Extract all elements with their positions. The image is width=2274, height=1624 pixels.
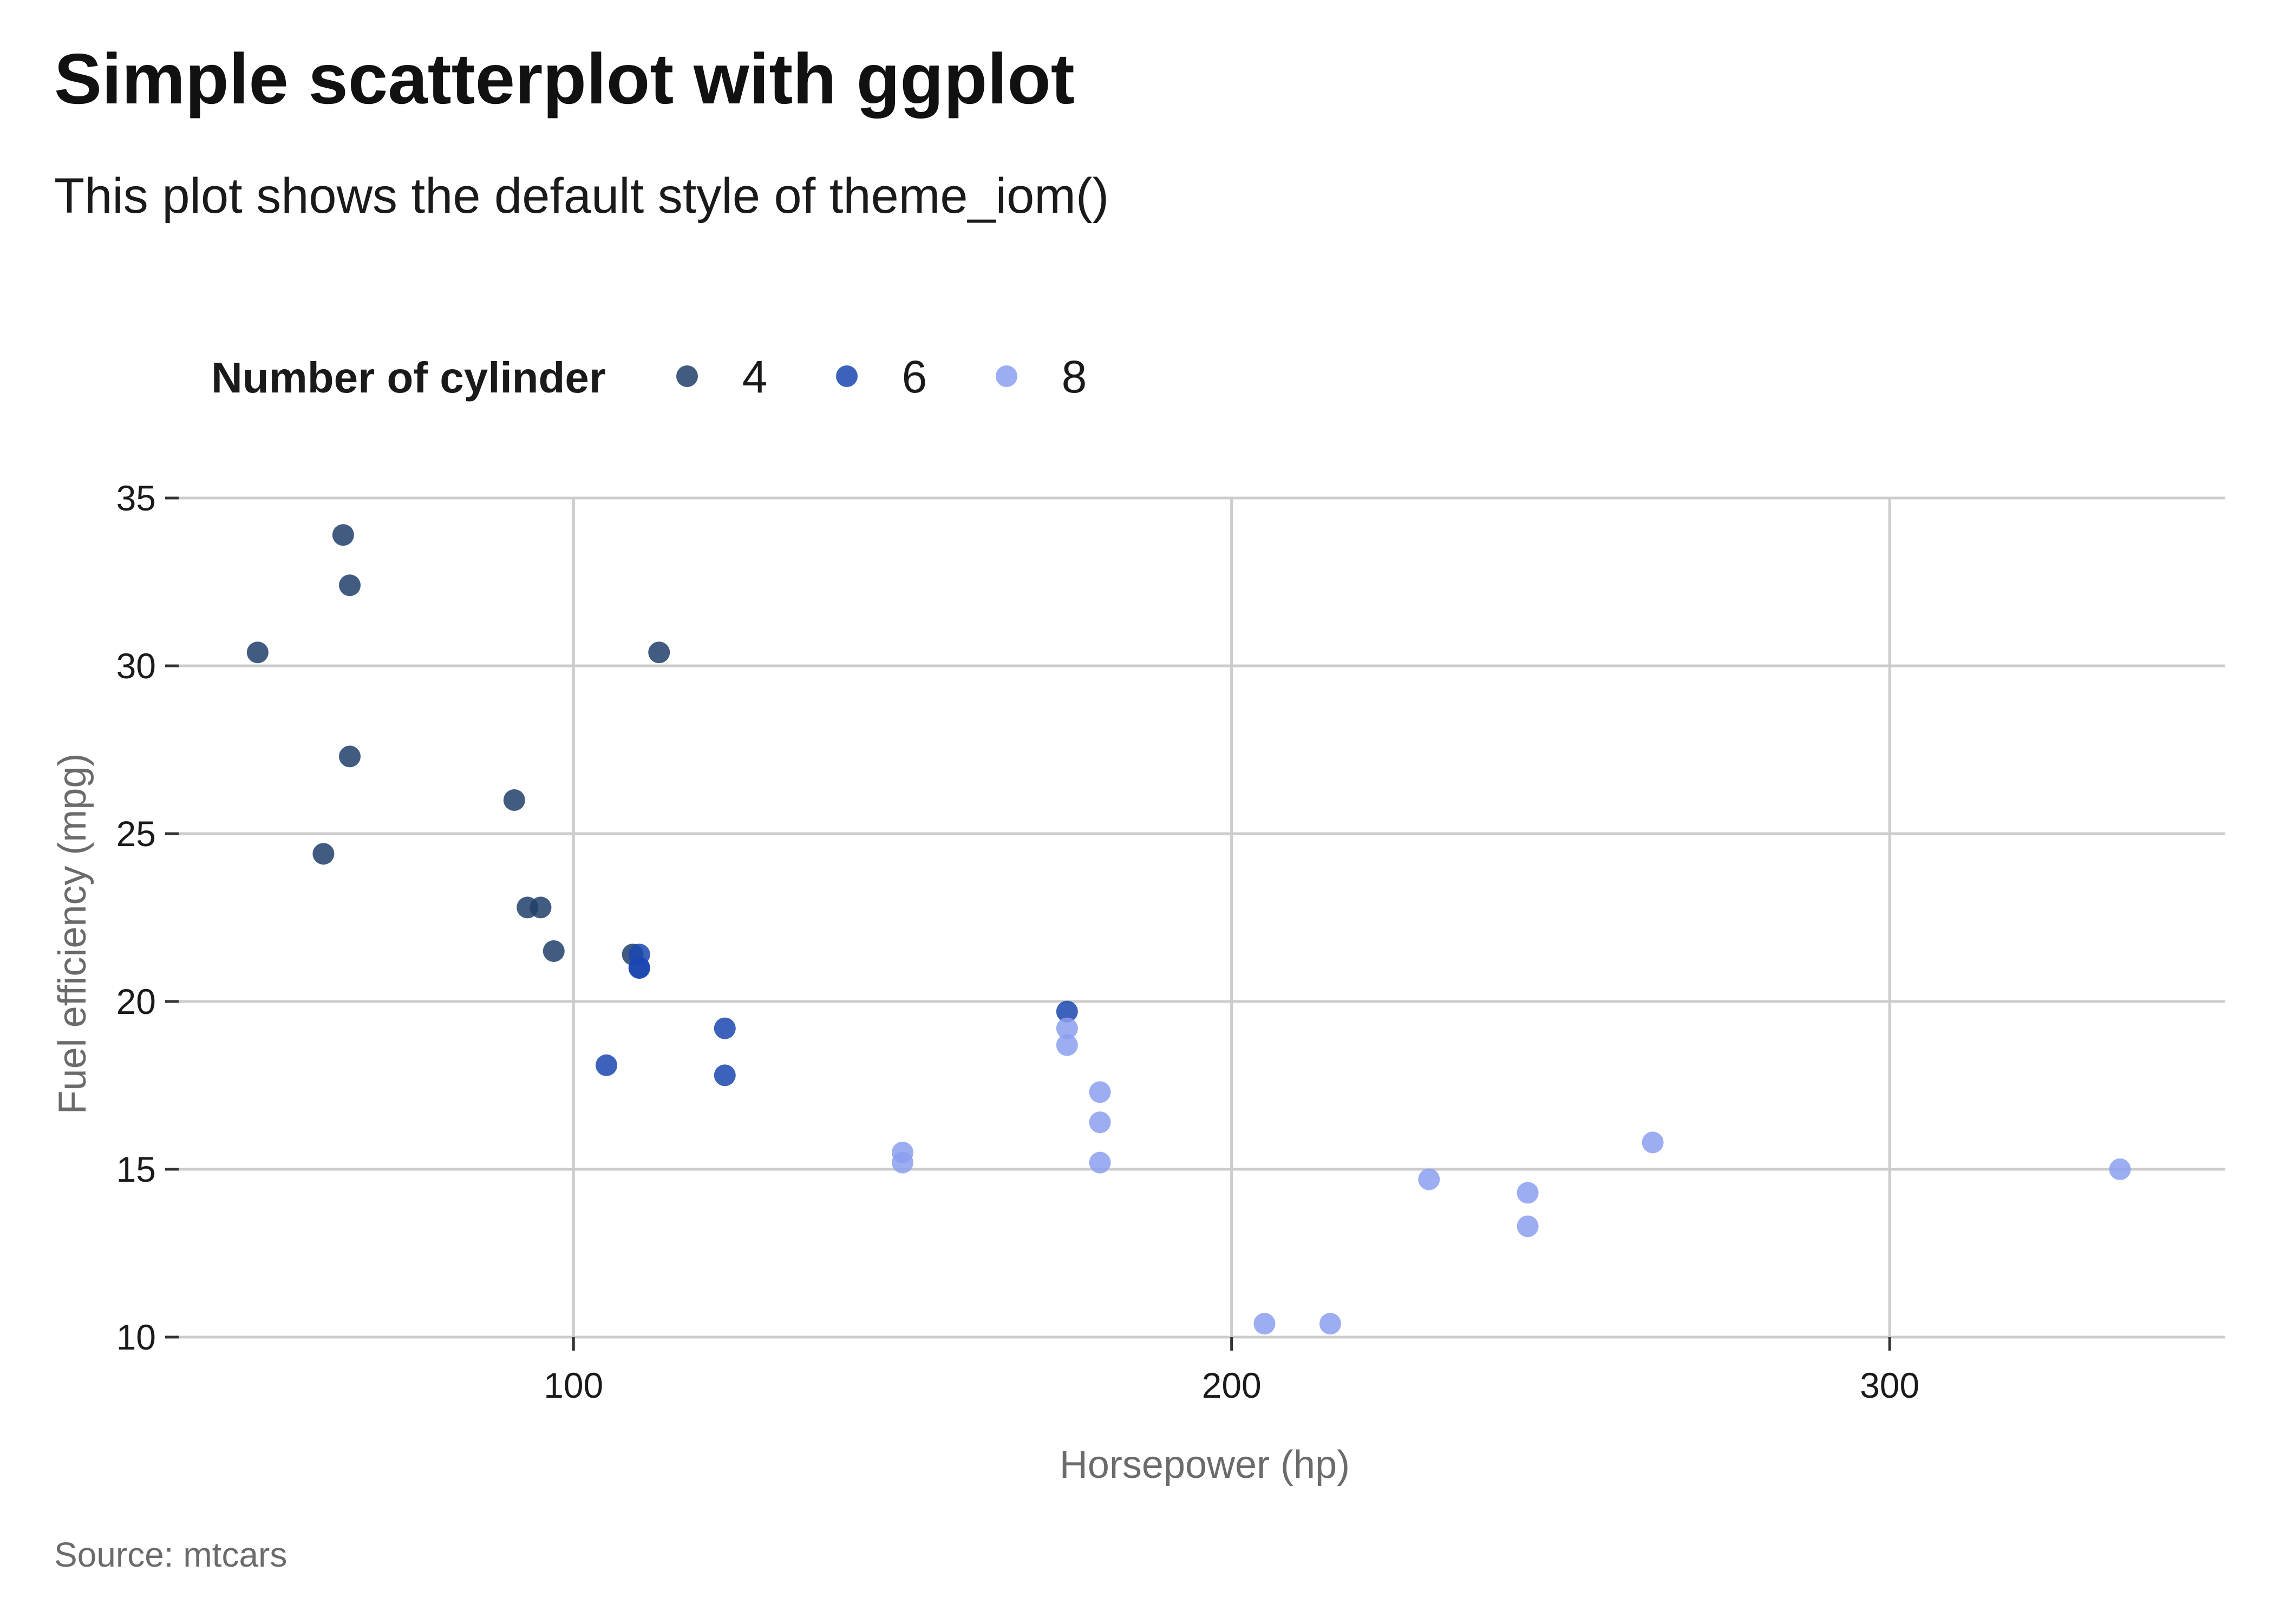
y-tick-label: 30 [116, 646, 156, 686]
data-point-cyl-4 [339, 745, 361, 768]
data-point-cyl-8 [1056, 1017, 1078, 1039]
y-tick-label: 15 [116, 1149, 156, 1189]
x-tick-label: 300 [1860, 1365, 1919, 1405]
data-point-cyl-8 [1418, 1168, 1440, 1190]
x-tick-label: 100 [544, 1365, 603, 1405]
data-point-cyl-6 [628, 944, 650, 966]
legend-key-4 [676, 365, 698, 387]
data-points [246, 524, 2131, 1335]
legend-key-8 [996, 365, 1018, 387]
data-point-cyl-6 [596, 1054, 618, 1076]
chart-subtitle: This plot shows the default style of the… [54, 168, 1109, 224]
data-point-cyl-8 [1253, 1313, 1276, 1335]
data-point-cyl-4 [339, 574, 361, 597]
data-point-cyl-4 [530, 896, 552, 919]
x-tick-label: 200 [1202, 1365, 1262, 1405]
data-point-cyl-4 [543, 940, 565, 962]
legend: Number of cylinder 4 6 8 [211, 351, 1087, 402]
legend-label-6: 6 [902, 351, 927, 402]
data-point-cyl-8 [2109, 1158, 2131, 1180]
data-point-cyl-8 [1517, 1182, 1539, 1204]
data-point-cyl-8 [1056, 1034, 1078, 1056]
data-point-cyl-8 [1642, 1131, 1664, 1154]
data-point-cyl-8 [1089, 1111, 1111, 1134]
legend-label-4: 4 [742, 351, 768, 402]
data-point-cyl-8 [1089, 1151, 1111, 1174]
y-tick-label: 35 [116, 478, 156, 518]
x-axis-ticks: 100 200 300 [544, 1337, 1919, 1405]
data-point-cyl-6 [714, 1017, 736, 1039]
data-point-cyl-4 [246, 641, 269, 664]
y-axis-title: Fuel efficiency (mpg) [51, 754, 94, 1115]
legend-title: Number of cylinder [211, 353, 606, 402]
data-point-cyl-6 [714, 1064, 736, 1086]
legend-label-8: 8 [1062, 351, 1087, 402]
data-point-cyl-4 [312, 843, 335, 865]
grid-lines [179, 496, 2225, 1339]
chart-title: Simple scatterplot with ggplot [54, 39, 1075, 119]
x-axis-title: Horsepower (hp) [1060, 1443, 1350, 1487]
data-point-cyl-4 [332, 524, 354, 546]
data-point-cyl-8 [1089, 1081, 1111, 1103]
data-point-cyl-4 [503, 789, 525, 811]
data-point-cyl-8 [891, 1151, 913, 1174]
y-tick-label: 10 [116, 1317, 156, 1357]
y-tick-label: 25 [116, 814, 156, 854]
y-tick-label: 20 [116, 981, 156, 1021]
data-point-cyl-6 [1056, 1000, 1078, 1023]
data-point-cyl-8 [1319, 1313, 1342, 1335]
y-axis-ticks: 10 15 20 25 30 35 [116, 478, 179, 1357]
chart-caption: Source: mtcars [54, 1535, 287, 1574]
data-point-cyl-8 [1517, 1215, 1539, 1237]
data-point-cyl-4 [648, 641, 670, 664]
legend-key-6 [836, 365, 858, 387]
